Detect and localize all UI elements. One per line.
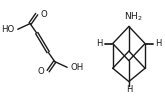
Text: HO: HO xyxy=(1,25,14,34)
Text: H: H xyxy=(155,39,162,48)
Text: NH$_2$: NH$_2$ xyxy=(124,11,143,23)
Text: H: H xyxy=(126,85,132,94)
Text: O: O xyxy=(38,67,44,76)
Text: O: O xyxy=(41,10,47,19)
Text: OH: OH xyxy=(71,63,84,72)
Text: H: H xyxy=(96,39,102,48)
